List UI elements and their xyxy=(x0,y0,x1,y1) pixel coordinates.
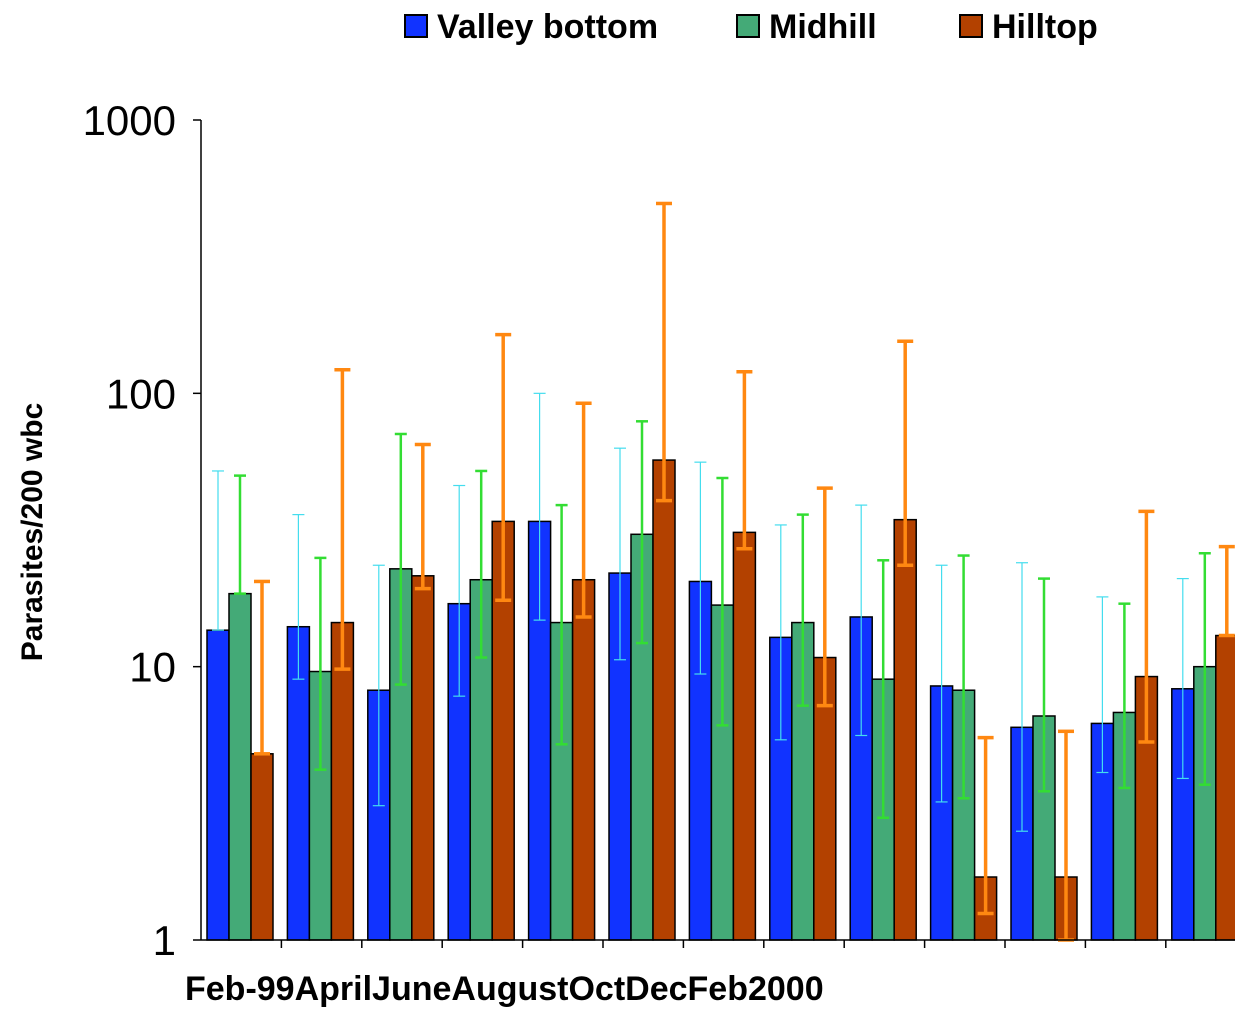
x-axis-category-labels: Feb-99AprilJuneAugustOctDecFeb2000 xyxy=(185,970,824,1008)
error-bar xyxy=(897,339,914,567)
error-bar xyxy=(414,442,431,591)
error-bar xyxy=(292,514,305,680)
error-bar xyxy=(816,486,833,708)
legend-item: Hilltop xyxy=(959,8,1098,46)
legend: Valley bottom Midhill Hilltop xyxy=(404,8,1098,46)
bar-hilltop xyxy=(250,753,274,941)
error-bar xyxy=(575,401,592,619)
y-tick-label: 1 xyxy=(153,917,176,964)
y-tick-label: 100 xyxy=(106,370,176,417)
error-bar xyxy=(1016,562,1028,832)
error-bar xyxy=(1198,551,1211,786)
error-bar xyxy=(636,420,648,645)
error-bars xyxy=(212,201,1235,942)
error-bar xyxy=(1096,596,1109,774)
error-bar xyxy=(957,554,970,800)
error-bar xyxy=(614,447,626,661)
axes xyxy=(200,120,1235,941)
error-bar xyxy=(1138,509,1155,744)
bar-midhill xyxy=(228,592,252,941)
error-bar xyxy=(1118,602,1131,790)
y-axis-title: Parasites/200 wbc xyxy=(16,403,49,662)
legend-swatch xyxy=(404,14,428,38)
bar-valley-bottom xyxy=(206,629,230,941)
legend-swatch xyxy=(736,14,760,38)
bars xyxy=(206,459,1235,941)
error-bar xyxy=(495,332,512,602)
error-bar xyxy=(736,369,753,551)
bar-hilltop xyxy=(1215,634,1235,941)
legend-swatch xyxy=(959,14,983,38)
error-bar xyxy=(394,432,407,686)
bar-hilltop xyxy=(732,531,757,941)
error-bar xyxy=(656,201,672,503)
error-bar xyxy=(475,469,488,659)
error-bar xyxy=(212,470,224,631)
error-bar xyxy=(796,513,809,707)
legend-item: Midhill xyxy=(736,8,877,46)
error-bar xyxy=(977,735,994,916)
bar-hilltop xyxy=(571,578,596,941)
legend-label: Hilltop xyxy=(992,8,1098,46)
error-bar xyxy=(774,524,787,741)
error-bar xyxy=(694,461,707,675)
error-bar xyxy=(877,559,890,820)
y-ticks: 1 10 100 1000 xyxy=(83,97,1167,964)
error-bar xyxy=(1176,577,1189,780)
error-bar xyxy=(716,476,729,727)
y-tick-label: 1000 xyxy=(83,97,176,144)
legend-item: Valley bottom xyxy=(404,8,658,46)
error-bar xyxy=(855,504,868,737)
error-bar xyxy=(372,564,385,807)
error-bar xyxy=(254,579,270,756)
error-bar xyxy=(1218,544,1235,638)
legend-label: Valley bottom xyxy=(437,8,658,46)
bar-hilltop xyxy=(652,459,676,941)
error-bar xyxy=(533,392,546,621)
error-bar xyxy=(1038,577,1050,793)
error-bar xyxy=(935,564,948,803)
bar-hilltop xyxy=(411,575,435,941)
error-bar xyxy=(234,474,246,595)
error-bar xyxy=(555,503,568,746)
legend-label: Midhill xyxy=(769,8,877,46)
y-tick-label: 10 xyxy=(129,644,176,691)
error-bar xyxy=(334,367,351,671)
bar-hilltop xyxy=(893,518,917,941)
error-bar xyxy=(453,484,466,697)
error-bar xyxy=(314,556,327,771)
